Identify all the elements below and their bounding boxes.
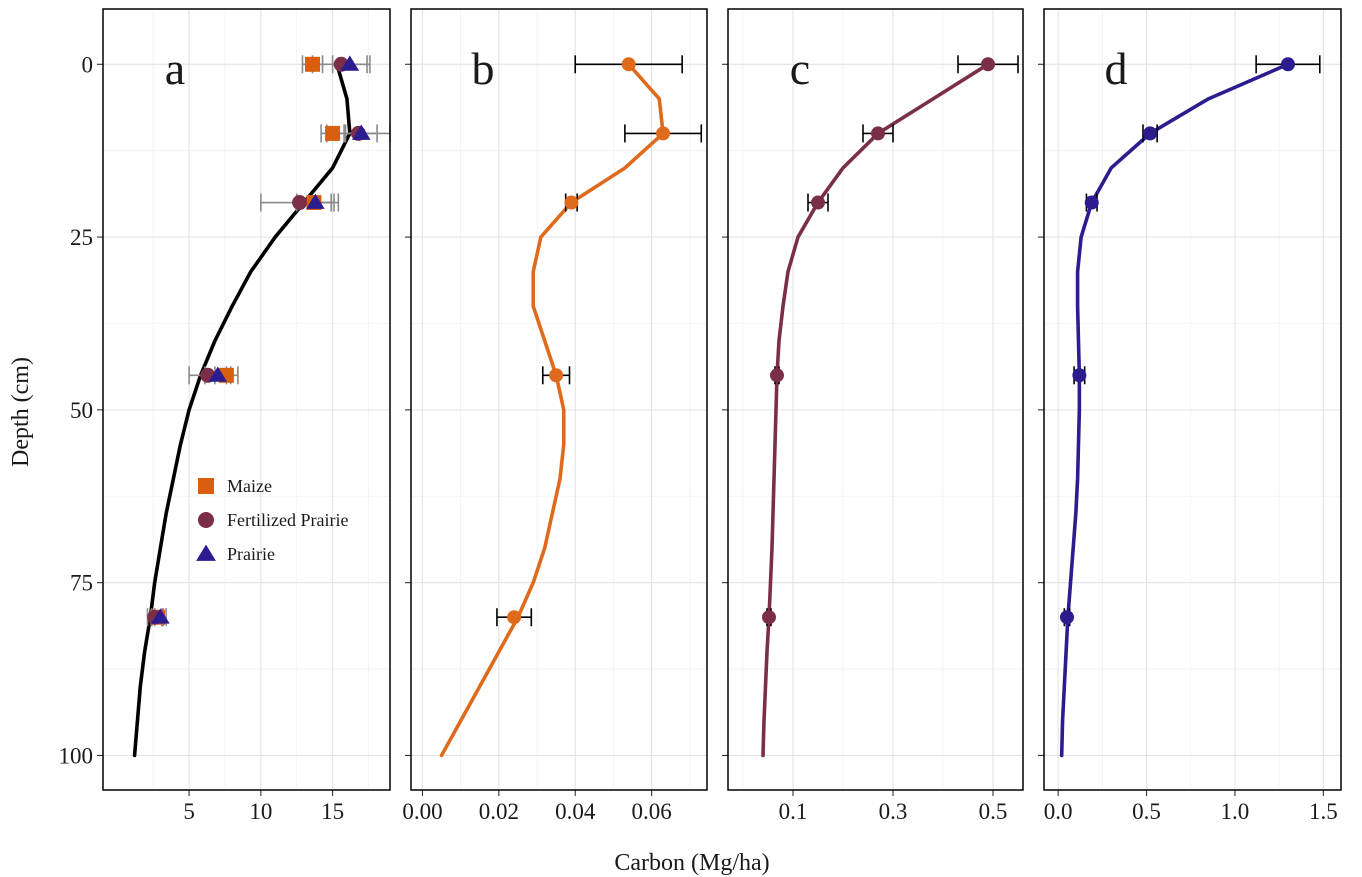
data-point xyxy=(1280,57,1295,72)
data-point-prairie xyxy=(208,366,228,382)
y-tick-label: 75 xyxy=(70,571,93,596)
panel-label-b: b xyxy=(472,43,495,94)
data-point xyxy=(811,195,825,210)
legend-swatch-maize xyxy=(198,478,214,494)
x-tick-label: 0.02 xyxy=(479,799,519,824)
data-point xyxy=(1059,610,1074,625)
fitted-curve xyxy=(132,62,352,758)
x-tick-label: 0.00 xyxy=(402,799,442,824)
panel-c: 0.1 0.3 0.5 c xyxy=(722,8,1024,824)
x-tick-label: 10 xyxy=(249,799,272,824)
panel-label-c: c xyxy=(790,43,810,94)
legend: Maize Fertilized Prairie Prairie xyxy=(196,476,348,564)
legend-swatch-fertilized-prairie xyxy=(198,512,214,528)
x-tick-label: 0.1 xyxy=(779,799,808,824)
panel-d: 0.0 0.5 1.0 1.5 d xyxy=(1038,8,1342,824)
fitted-curve xyxy=(761,62,990,758)
panel-b: 0.00 0.02 0.04 0.06 b xyxy=(402,8,708,824)
x-tick-label: 0.5 xyxy=(979,799,1008,824)
data-point xyxy=(564,195,579,210)
legend-label-fertilized-prairie: Fertilized Prairie xyxy=(227,510,348,530)
legend-label-maize: Maize xyxy=(227,476,272,496)
data-point xyxy=(549,368,564,383)
data-point xyxy=(656,126,671,141)
legend-label-prairie: Prairie xyxy=(227,544,275,564)
y-tick-label: 25 xyxy=(70,225,93,250)
x-tick-label: 0.0 xyxy=(1044,799,1073,824)
fitted-curve xyxy=(439,62,665,758)
data-point xyxy=(621,57,636,72)
panel-frame xyxy=(102,8,391,791)
data-point-fertilized-prairie xyxy=(292,195,308,211)
legend-swatch-prairie xyxy=(196,544,216,561)
data-point xyxy=(871,126,885,141)
x-tick-label: 5 xyxy=(183,799,195,824)
data-point xyxy=(981,57,995,72)
data-point xyxy=(1084,195,1099,210)
data-point xyxy=(770,368,784,383)
panel-frame xyxy=(1043,8,1342,791)
panel-label-d: d xyxy=(1105,43,1128,94)
data-point xyxy=(507,610,522,625)
data-point-prairie xyxy=(340,55,360,71)
x-tick-label: 0.5 xyxy=(1132,799,1161,824)
data-point-prairie xyxy=(151,608,170,624)
data-point-maize xyxy=(325,125,341,141)
fitted-curve xyxy=(1059,62,1290,758)
y-axis-title: Depth (cm) xyxy=(8,357,34,467)
y-tick-label: 50 xyxy=(70,398,93,423)
data-point-prairie xyxy=(306,193,325,209)
data-point xyxy=(762,610,776,625)
x-tick-label: 0.06 xyxy=(631,799,671,824)
data-point-maize xyxy=(305,56,321,72)
panel-label-a: a xyxy=(165,43,185,94)
x-tick-label: 1.5 xyxy=(1309,799,1338,824)
x-tick-label: 0.04 xyxy=(555,799,596,824)
panel-frame xyxy=(727,8,1024,791)
x-tick-label: 0.3 xyxy=(879,799,908,824)
y-tick-label: 0 xyxy=(82,52,94,77)
x-tick-label: 1.0 xyxy=(1221,799,1250,824)
panel-a: 5 10 15 0 25 50 75 100 a Maize Fertilized Prairie P… xyxy=(59,8,391,824)
panel-frame xyxy=(410,8,708,791)
y-tick-label: 100 xyxy=(59,743,94,768)
panels-group: 5 10 15 0 25 50 75 100 a Maize Fertilized Prairie P… xyxy=(59,8,1342,824)
x-tick-label: 15 xyxy=(321,799,344,824)
data-point-prairie xyxy=(352,124,371,140)
data-point xyxy=(1143,126,1158,141)
x-axis-title: Carbon (Mg/ha) xyxy=(614,850,769,876)
data-point xyxy=(1072,368,1087,383)
